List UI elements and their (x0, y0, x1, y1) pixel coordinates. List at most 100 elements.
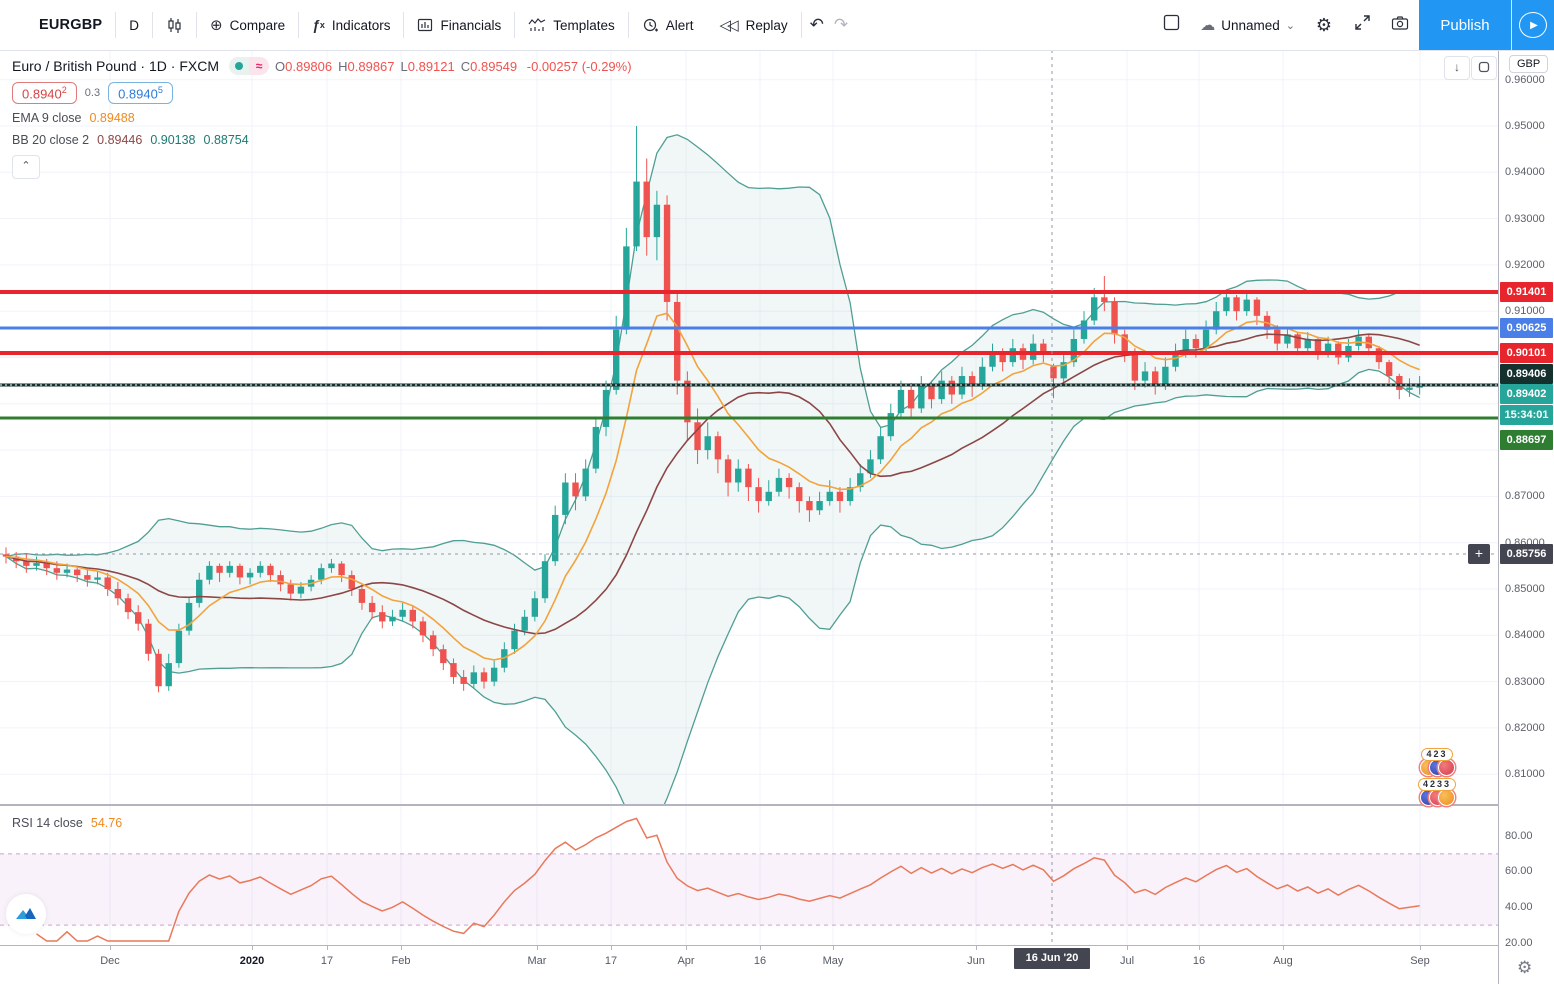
candle-body (897, 389, 905, 414)
redo-button[interactable]: ↷ (833, 15, 849, 34)
rsi-tick: 20.00 (1505, 937, 1533, 949)
main-price-pane[interactable] (0, 50, 1498, 804)
time-tick-mark (1283, 946, 1284, 950)
settings-button[interactable]: ⚙ (1305, 0, 1343, 50)
pane-separator[interactable] (0, 804, 1554, 806)
snapshot-button[interactable] (1381, 0, 1419, 50)
candle-body (379, 612, 386, 622)
rsi-legend[interactable]: RSI 14 close 54.76 (12, 816, 123, 830)
market-status-toggle[interactable]: ≈ (229, 57, 269, 75)
candle-body (185, 602, 193, 631)
undo-button[interactable]: ↶ (809, 15, 824, 34)
symbol-button[interactable]: EURGBP (39, 17, 103, 33)
chart-style-button[interactable] (153, 0, 196, 50)
level-price-label[interactable]: 0.88697 (1500, 430, 1553, 450)
candle-body (1152, 371, 1159, 386)
time-tick: 16 (753, 955, 767, 967)
fullscreen-button[interactable] (1343, 0, 1381, 50)
time-tick-mark (110, 946, 111, 950)
time-tick: 17 (604, 955, 618, 967)
market-open-dot-icon (235, 62, 243, 70)
alert-button[interactable]: Alert (629, 0, 707, 50)
sticker-count: 423 (1421, 748, 1453, 761)
level-price-label[interactable]: 0.90101 (1500, 343, 1553, 363)
level-price-label[interactable]: 0.90625 (1500, 318, 1553, 338)
time-tick-mark (833, 946, 834, 950)
emoji-sticker-cluster[interactable]: 423 (1414, 744, 1460, 776)
currency-toggle-button[interactable]: GBP (1509, 55, 1549, 73)
candle-body (348, 575, 355, 589)
layout-select-button[interactable] (1152, 0, 1190, 50)
collapse-legend-button[interactable]: ⌃ (12, 155, 40, 180)
candle-body (694, 422, 701, 451)
candle-body (592, 426, 600, 469)
candle-body (1080, 320, 1088, 339)
candle-body (745, 468, 752, 488)
candle-body (1375, 348, 1383, 363)
crosshair-line-handle[interactable]: + (1468, 544, 1490, 564)
price-tick: 0.95000 (1505, 120, 1545, 132)
publish-button[interactable]: Publish (1419, 0, 1511, 50)
scroll-to-recent-button[interactable]: ↓ (1444, 56, 1470, 80)
candle-body (429, 635, 437, 650)
level-price-label[interactable]: 0.91401 (1500, 282, 1553, 302)
candle-body (124, 598, 132, 613)
tradingview-logo[interactable] (6, 894, 46, 934)
ema-indicator-row[interactable]: EMA 9 close 0.89488 (12, 111, 135, 126)
compare-button[interactable]: ⊕ Compare (210, 17, 286, 34)
candle-body (389, 616, 396, 622)
candle-body (796, 487, 803, 502)
sell-button[interactable]: 0.89402 (12, 82, 77, 105)
candle-body (246, 572, 254, 578)
candle-body (23, 561, 30, 566)
time-tick: May (822, 955, 844, 967)
candle-body (196, 579, 203, 603)
candle-body (1233, 297, 1240, 312)
price-tick: 0.82000 (1505, 721, 1545, 734)
time-tick: Feb (391, 955, 411, 967)
separator (115, 12, 117, 38)
cloud-layout-menu[interactable]: ☁ Unnamed ⌄ (1190, 0, 1305, 50)
time-tick-mark (252, 946, 253, 950)
maximize-pane-button[interactable] (1471, 56, 1497, 80)
current-price-label: 0.89402 (1500, 384, 1553, 404)
emoji-sticker-cluster[interactable]: 4233 (1414, 774, 1460, 806)
candle-body (704, 436, 711, 451)
time-tick-mark (1420, 946, 1421, 950)
price-tick: 0.81000 (1505, 768, 1545, 781)
ema-line (5, 312, 1420, 661)
rsi-pane[interactable] (0, 806, 1498, 945)
price-tick: 0.91000 (1505, 305, 1545, 318)
time-tick: Aug (1273, 955, 1293, 967)
candle-body (1406, 387, 1413, 390)
candle-body (1324, 343, 1332, 353)
templates-button[interactable]: Templates (515, 0, 628, 50)
candle-body (1162, 366, 1169, 386)
candle-body (928, 385, 935, 400)
candle-body (521, 616, 528, 631)
level-price-label[interactable]: 0.89406 (1500, 364, 1553, 384)
separator (800, 12, 802, 38)
chevron-down-icon: ⌄ (1285, 19, 1295, 32)
publish-play-button[interactable]: ▶ (1511, 0, 1554, 50)
price-tick: 0.93000 (1505, 212, 1545, 225)
candle-body (511, 630, 518, 650)
interval-button[interactable]: D (129, 17, 139, 33)
replay-button[interactable]: ◁◁ Replay (719, 17, 788, 34)
bb-indicator-row[interactable]: BB 20 close 2 0.89446 0.90138 0.88754 (12, 133, 249, 148)
pane-settings-gear-icon[interactable]: ⚙ (1517, 958, 1533, 977)
symbol-title[interactable]: Euro / British Pound · 1D · FXCM (12, 58, 219, 74)
candle-body (409, 609, 416, 622)
price-axis[interactable]: GBP ⚙ 0.96000 0.95000 0.94000 0.93000 0.9200… (1498, 50, 1554, 984)
candle-body (480, 672, 488, 682)
financials-button[interactable]: Financials (404, 0, 514, 50)
buy-button[interactable]: 0.89405 (108, 82, 173, 105)
time-tick-mark (1199, 946, 1200, 950)
ohlc-values: O0.89806 H0.89867 L0.89121 C0.89549 -0.0025… (275, 58, 632, 74)
separator (627, 12, 629, 38)
time-tick-mark (686, 946, 687, 950)
time-axis[interactable]: Dec 2020 17 Feb Mar 17 Apr 16 May Jun Jul 16 Aug Sep 1… (0, 946, 1498, 984)
sticker-count: 4233 (1417, 778, 1457, 791)
candle-body (165, 663, 172, 687)
